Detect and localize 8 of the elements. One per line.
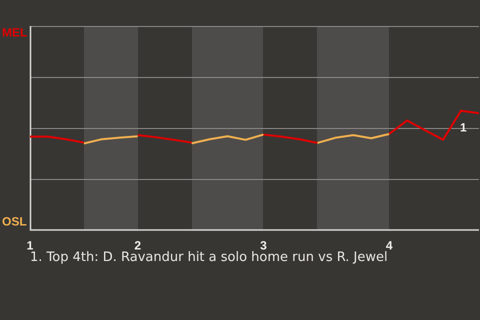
x-tick-label: 4 <box>386 238 393 253</box>
x-tick-label: 1 <box>26 238 34 253</box>
x-tick-label: 2 <box>134 238 142 253</box>
text: 1. Top 4th: D. Ravandur hit a solo home run vs R. Jewel <box>30 250 388 265</box>
x-tick-label: 3 <box>260 238 268 253</box>
annotation: 1 <box>460 120 468 135</box>
text: OSL <box>2 214 27 228</box>
text: MEL <box>2 25 28 40</box>
